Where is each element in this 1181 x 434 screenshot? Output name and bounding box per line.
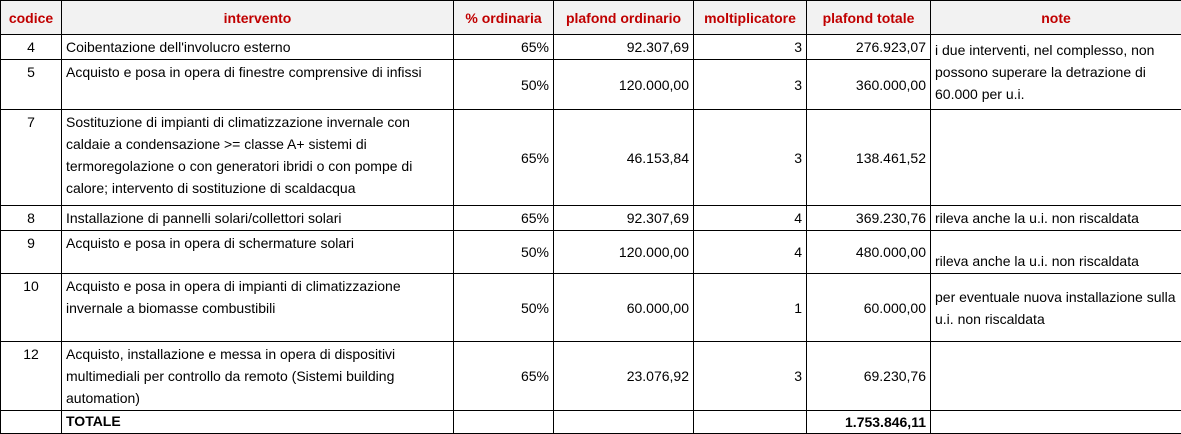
table-row: 9 Acquisto e posa in opera di schermatur… [1, 231, 1181, 274]
cell-percent: 65% [454, 342, 554, 411]
cell-intervento: Acquisto e posa in opera di schermature … [62, 231, 454, 274]
cell-intervento: Sostituzione di impianti di climatizzazi… [62, 110, 454, 206]
cell-codice: 5 [1, 60, 62, 110]
cell-plafond-totale: 138.461,52 [807, 110, 931, 206]
cell-intervento: Coibentazione dell'involucro esterno [62, 35, 454, 60]
totale-empty-codice [1, 411, 62, 434]
header-moltiplicatore: moltiplicatore [694, 1, 807, 35]
totale-empty-plafond-ordinario [554, 411, 694, 434]
cell-plafond-totale: 480.000,00 [807, 231, 931, 274]
cell-plafond-ordinario: 46.153,84 [554, 110, 694, 206]
header-plafond-totale: plafond totale [807, 1, 931, 35]
cell-percent: 50% [454, 274, 554, 342]
cell-moltiplicatore: 3 [694, 342, 807, 411]
header-note: note [931, 1, 1181, 35]
cell-codice: 8 [1, 206, 62, 231]
table-row: 8 Installazione di pannelli solari/colle… [1, 206, 1181, 231]
cell-note [931, 110, 1181, 206]
header-row: codice intervento % ordinaria plafond or… [1, 1, 1181, 35]
cell-codice: 7 [1, 110, 62, 206]
totale-empty-percent [454, 411, 554, 434]
header-plafond-ordinario: plafond ordinario [554, 1, 694, 35]
cell-plafond-ordinario: 92.307,69 [554, 206, 694, 231]
cell-moltiplicatore: 3 [694, 110, 807, 206]
cell-moltiplicatore: 3 [694, 35, 807, 60]
cell-codice: 9 [1, 231, 62, 274]
cell-note: per eventuale nuova installazione sulla … [931, 274, 1181, 342]
cell-plafond-totale: 360.000,00 [807, 60, 931, 110]
cell-percent: 65% [454, 110, 554, 206]
header-codice: codice [1, 1, 62, 35]
cell-percent: 50% [454, 60, 554, 110]
cell-intervento: Acquisto, installazione e messa in opera… [62, 342, 454, 411]
cell-intervento: Acquisto e posa in opera di finestre com… [62, 60, 454, 110]
cell-moltiplicatore: 3 [694, 60, 807, 110]
table-row: 10 Acquisto e posa in opera di impianti … [1, 274, 1181, 342]
cell-codice: 10 [1, 274, 62, 342]
totale-plafond-totale: 1.753.846,11 [807, 411, 931, 434]
cell-percent: 50% [454, 231, 554, 274]
table-row: 7 Sostituzione di impianti di climatizza… [1, 110, 1181, 206]
cell-percent: 65% [454, 206, 554, 231]
cell-codice: 4 [1, 35, 62, 60]
totale-row: TOTALE 1.753.846,11 [1, 411, 1181, 434]
cell-plafond-totale: 69.230,76 [807, 342, 931, 411]
cell-plafond-totale: 60.000,00 [807, 274, 931, 342]
cell-plafond-ordinario: 60.000,00 [554, 274, 694, 342]
cell-intervento: Acquisto e posa in opera di impianti di … [62, 274, 454, 342]
cell-moltiplicatore: 1 [694, 274, 807, 342]
totale-empty-moltiplicatore [694, 411, 807, 434]
cell-note: rileva anche la u.i. non riscaldata [931, 231, 1181, 274]
header-intervento: intervento [62, 1, 454, 35]
cell-percent: 65% [454, 35, 554, 60]
cell-note [931, 342, 1181, 411]
cell-note-merged: i due interventi, nel complesso, non pos… [931, 35, 1181, 110]
table-row: 4 Coibentazione dell'involucro esterno 6… [1, 35, 1181, 60]
cell-plafond-ordinario: 92.307,69 [554, 35, 694, 60]
cell-plafond-ordinario: 120.000,00 [554, 60, 694, 110]
cell-codice: 12 [1, 342, 62, 411]
cell-plafond-ordinario: 120.000,00 [554, 231, 694, 274]
cell-intervento: Installazione di pannelli solari/collett… [62, 206, 454, 231]
cell-moltiplicatore: 4 [694, 206, 807, 231]
cell-plafond-totale: 276.923,07 [807, 35, 931, 60]
cell-moltiplicatore: 4 [694, 231, 807, 274]
totale-label: TOTALE [62, 411, 454, 434]
table-row: 12 Acquisto, installazione e messa in op… [1, 342, 1181, 411]
cell-plafond-ordinario: 23.076,92 [554, 342, 694, 411]
cell-plafond-totale: 369.230,76 [807, 206, 931, 231]
cell-note: rileva anche la u.i. non riscaldata [931, 206, 1181, 231]
header-percent-ordinaria: % ordinaria [454, 1, 554, 35]
totale-empty-note [931, 411, 1181, 434]
